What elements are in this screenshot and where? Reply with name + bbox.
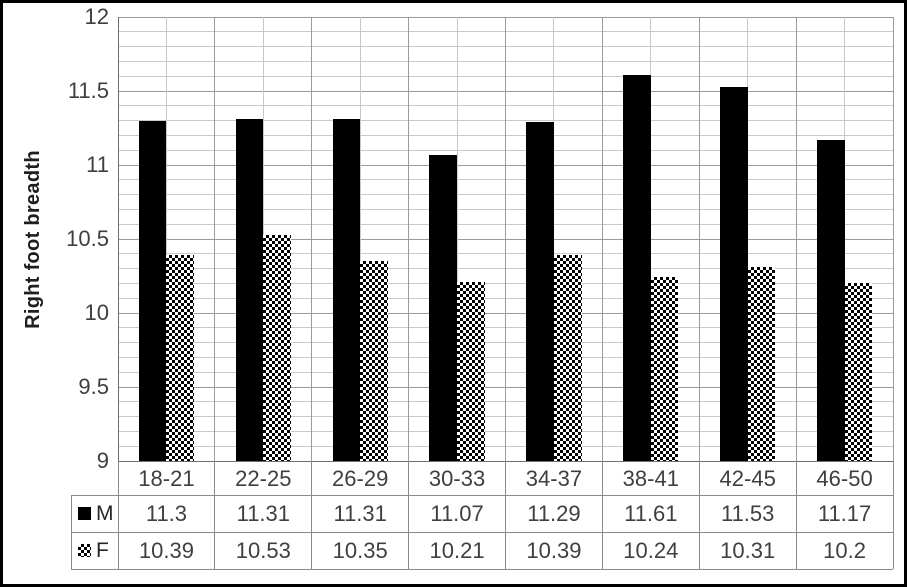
legend-label: M (96, 501, 114, 525)
bar-m-22-25 (235, 119, 264, 461)
gridline-vertical (408, 17, 410, 461)
table-value: 10.31 (720, 538, 776, 563)
table-value: 11.61 (624, 501, 678, 526)
gridline-vertical (844, 17, 846, 461)
table-value: 11.29 (527, 501, 581, 526)
x-category-label: 42-45 (719, 466, 776, 491)
table-line-horizontal (71, 531, 893, 533)
y-tick-label: 9 (96, 448, 109, 473)
bar-m-26-29 (332, 119, 361, 461)
bar-m-18-21 (138, 120, 167, 461)
table-line-vertical (795, 461, 797, 569)
bar-m-34-37 (526, 122, 554, 461)
table-value: 11.31 (236, 501, 291, 526)
table-value: 11.17 (817, 501, 872, 526)
legend-swatch-pattern-icon (78, 544, 91, 557)
x-category-label: 46-50 (816, 466, 873, 491)
x-category-label: 38-41 (622, 466, 679, 491)
y-tick-label: 11 (86, 152, 109, 177)
gridline-vertical (214, 17, 216, 461)
gridline-vertical (650, 17, 652, 461)
y-axis-line (117, 17, 119, 461)
table-line-vertical (117, 461, 119, 569)
legend-label: F (96, 538, 109, 562)
bar-f-18-21 (166, 255, 195, 461)
chart-layer: 12 11.5 11 10.5 10 9.5 9 18-21 22-25 26-29 30-33 34… (3, 3, 904, 584)
table-line-vertical (70, 495, 72, 569)
x-category-label: 18-21 (138, 466, 195, 491)
table-value: 10.21 (429, 538, 485, 563)
table-value: 10.24 (623, 538, 679, 563)
y-tick-label: 11.5 (67, 78, 109, 103)
gridline-vertical (456, 17, 458, 461)
gridline-vertical (747, 17, 749, 461)
table-value: 11.07 (430, 501, 484, 526)
y-tick-label: 9.5 (78, 374, 109, 399)
bar-f-34-37 (553, 255, 582, 461)
table-value: 10.39 (138, 538, 194, 563)
x-category-label: 34-37 (525, 466, 583, 491)
table-value: 10.35 (332, 538, 388, 563)
y-tick-label: 10 (84, 300, 109, 325)
legend-swatch-solid-icon (78, 507, 91, 520)
table-value: 11.3 (145, 501, 188, 526)
y-tick-label: 12 (84, 4, 109, 29)
gridline-vertical (505, 17, 506, 461)
bar-f-42-45 (747, 267, 776, 461)
x-category-label: 22-25 (235, 466, 292, 491)
table-value: 10.2 (823, 538, 866, 563)
table-line-vertical (601, 461, 603, 569)
bar-m-42-45 (720, 86, 748, 461)
bar-f-30-33 (457, 281, 485, 461)
legend-item-f: F (71, 532, 118, 569)
gridline-vertical (795, 17, 797, 461)
gridline-vertical (698, 17, 700, 461)
bar-m-46-50 (816, 139, 845, 461)
gridline-vertical (359, 17, 361, 461)
table-value: 11.53 (720, 501, 775, 526)
table-line-vertical (698, 461, 700, 569)
gridline-vertical (165, 17, 167, 461)
bar-f-26-29 (360, 261, 388, 461)
gridline-vertical (553, 17, 555, 461)
table-line-vertical (892, 461, 894, 569)
x-category-label: 26-29 (332, 466, 389, 491)
gridline-vertical (892, 17, 894, 461)
table-line-vertical (214, 461, 216, 569)
gridline-vertical (601, 17, 603, 461)
gridline-vertical (311, 17, 313, 461)
table-line-vertical (311, 461, 313, 569)
table-value: 10.53 (235, 538, 291, 563)
table-line-horizontal (71, 494, 893, 496)
bar-f-38-41 (650, 277, 679, 461)
bar-m-30-33 (429, 154, 458, 461)
table-value: 10.39 (526, 538, 582, 563)
bar-m-38-41 (623, 74, 651, 461)
table-line-horizontal (71, 568, 893, 570)
legend-item-m: M (71, 495, 118, 532)
y-tick-label: 10.5 (66, 226, 109, 251)
table-value: 11.31 (333, 501, 387, 526)
table-line-vertical (505, 461, 506, 569)
table-line-vertical (408, 461, 410, 569)
bar-f-22-25 (263, 234, 291, 461)
x-category-label: 30-33 (428, 466, 486, 491)
bar-f-46-50 (844, 283, 873, 461)
